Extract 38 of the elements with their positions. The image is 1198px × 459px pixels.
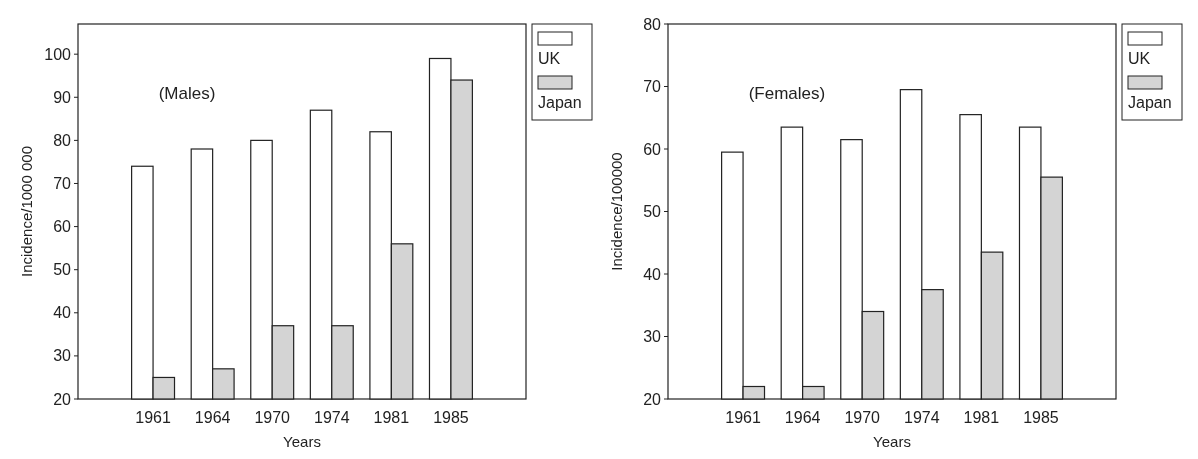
y-tick-label: 100 <box>44 45 72 63</box>
y-tick-label: 80 <box>53 131 72 149</box>
legend-label: Japan <box>538 94 582 111</box>
x-tick-label: 1981 <box>963 409 1000 426</box>
y-tick-label: 60 <box>643 140 662 158</box>
x-tick-label: 1974 <box>313 409 350 426</box>
y-tick-label: 50 <box>53 261 72 279</box>
y-axis-title: Incidence/1000 000 <box>18 146 35 277</box>
x-tick-label: 1985 <box>433 409 469 426</box>
legend-label: Japan <box>1128 94 1172 111</box>
x-tick-label: 1961 <box>135 409 171 426</box>
y-axis-title: Incidence/100000 <box>608 152 625 271</box>
x-axis-title: Years <box>873 433 911 450</box>
y-tick-label: 70 <box>53 175 72 193</box>
x-tick-label: 1964 <box>784 409 821 426</box>
x-tick-label: 1964 <box>194 409 231 426</box>
y-tick-label: 90 <box>53 88 72 106</box>
x-tick-label: 1974 <box>903 409 940 426</box>
y-tick-label: 80 <box>643 15 662 33</box>
y-tick-label: 40 <box>53 304 72 322</box>
y-tick-label: 20 <box>53 390 72 408</box>
x-tick-label: 1961 <box>725 409 761 426</box>
x-tick-label: 1985 <box>1023 409 1059 426</box>
annotation: (Males) <box>158 84 216 103</box>
x-tick-label: 1970 <box>254 409 291 426</box>
y-tick-label: 40 <box>643 265 662 283</box>
y-tick-label: 50 <box>643 203 662 221</box>
x-axis-title: Years <box>283 433 321 450</box>
y-tick-label: 60 <box>53 218 72 236</box>
legend-label: UK <box>1128 50 1151 67</box>
annotation: (Females) <box>748 84 826 103</box>
x-tick-label: 1981 <box>373 409 410 426</box>
legend-label: UK <box>538 50 561 67</box>
y-tick-label: 30 <box>53 347 72 365</box>
x-tick-label: 1970 <box>844 409 881 426</box>
y-tick-label: 70 <box>643 78 662 96</box>
y-tick-label: 20 <box>643 390 662 408</box>
y-tick-label: 30 <box>643 328 662 346</box>
